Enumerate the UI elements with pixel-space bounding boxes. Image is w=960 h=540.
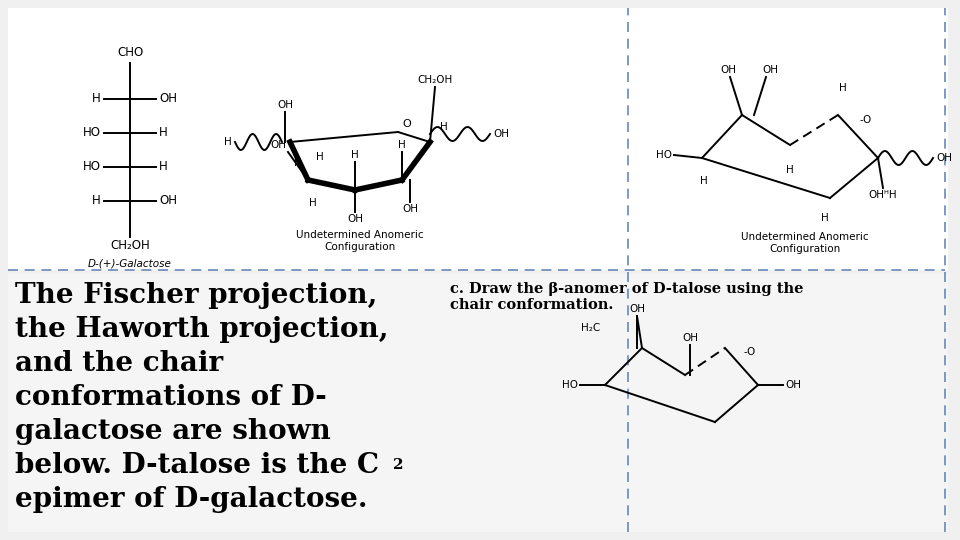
Text: H: H (92, 92, 101, 105)
Text: CHO: CHO (117, 46, 143, 59)
Text: c. Draw the β-anomer of D-talose using the
chair conformation.: c. Draw the β-anomer of D-talose using t… (450, 282, 804, 312)
Text: H: H (821, 213, 828, 223)
Text: OH: OH (682, 333, 698, 343)
Text: The Fischer projection,: The Fischer projection, (15, 282, 377, 309)
Text: OH: OH (762, 65, 778, 75)
Text: Undetermined Anomeric
Configuration: Undetermined Anomeric Configuration (741, 232, 869, 254)
Text: below. D-talose is the C: below. D-talose is the C (15, 452, 379, 479)
Text: Undetermined Anomeric
Configuration: Undetermined Anomeric Configuration (297, 230, 423, 252)
Text: OH: OH (493, 129, 509, 139)
Text: H: H (839, 83, 847, 93)
Text: HO: HO (83, 126, 101, 139)
Text: D-(+)-Galactose: D-(+)-Galactose (88, 259, 172, 269)
Text: conformations of D-: conformations of D- (15, 384, 326, 411)
Bar (8, 8, 948, 270)
Text: H: H (786, 165, 794, 175)
Text: H: H (159, 126, 168, 139)
Text: -O: -O (860, 115, 873, 125)
Text: and the chair: and the chair (15, 350, 223, 377)
Text: HO: HO (562, 380, 578, 390)
Text: HO: HO (656, 150, 672, 160)
Text: epimer of D-galactose.: epimer of D-galactose. (15, 486, 368, 513)
Text: HO: HO (83, 160, 101, 173)
Text: H: H (440, 122, 447, 132)
Text: 2: 2 (393, 458, 403, 472)
Text: the Haworth projection,: the Haworth projection, (15, 316, 389, 343)
Text: H: H (700, 176, 708, 186)
Text: H: H (225, 137, 232, 147)
Text: -O: -O (743, 347, 756, 357)
Bar (8, 274, 948, 532)
Text: O: O (402, 119, 411, 129)
Text: OH: OH (720, 65, 736, 75)
Text: H: H (159, 160, 168, 173)
Text: H: H (309, 198, 317, 208)
Text: OH: OH (785, 380, 801, 390)
Text: H: H (294, 158, 301, 168)
Text: OH: OH (347, 214, 363, 224)
Text: H₂C: H₂C (581, 323, 600, 333)
Text: OH: OH (402, 204, 418, 214)
Text: OH: OH (159, 194, 177, 207)
Text: galactose are shown: galactose are shown (15, 418, 331, 445)
Text: CH₂OH: CH₂OH (110, 239, 150, 252)
Text: OH: OH (159, 92, 177, 105)
Text: OH: OH (936, 153, 952, 163)
Text: OH: OH (277, 100, 293, 110)
Text: H: H (316, 152, 324, 162)
Text: H: H (398, 140, 406, 150)
Text: CH₂OH: CH₂OH (418, 75, 452, 85)
Text: OH: OH (270, 140, 286, 150)
Text: OH: OH (629, 304, 645, 314)
Text: H: H (351, 150, 359, 160)
Text: H: H (92, 194, 101, 207)
Text: OHᴴH: OHᴴH (869, 190, 898, 200)
